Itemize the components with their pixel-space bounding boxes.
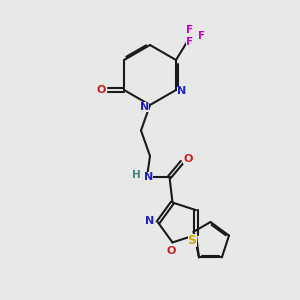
Text: N: N (144, 172, 153, 182)
Text: N: N (140, 101, 149, 112)
Text: O: O (96, 85, 106, 95)
Text: H: H (132, 170, 141, 181)
Text: N: N (145, 216, 154, 226)
Text: O: O (166, 245, 176, 256)
Text: N: N (177, 86, 186, 97)
Text: F: F (198, 31, 205, 41)
Text: O: O (183, 154, 193, 164)
Text: F: F (186, 25, 193, 35)
Text: F: F (186, 37, 193, 47)
Text: S: S (188, 234, 196, 247)
